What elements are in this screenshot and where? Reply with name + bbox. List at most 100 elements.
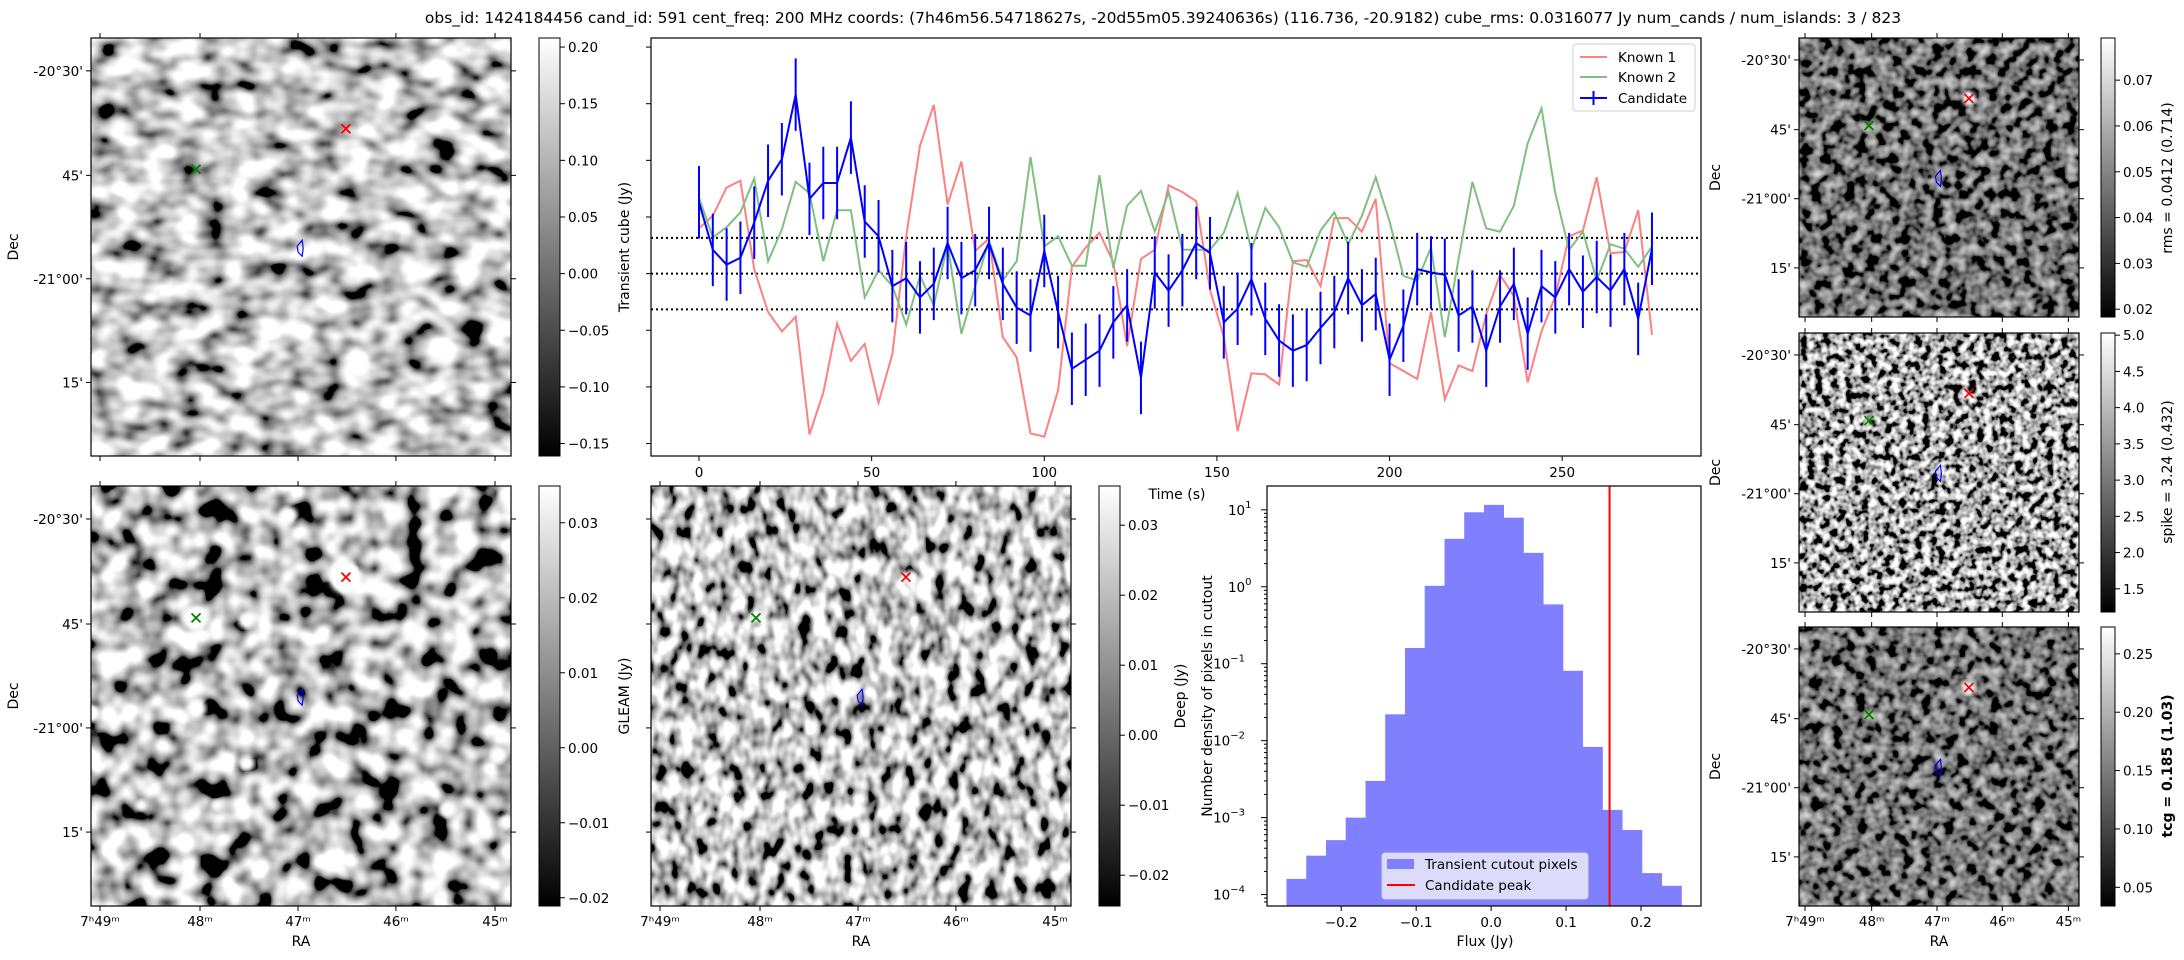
known2-marker-x-icon <box>1863 120 1875 131</box>
transient-image-noise <box>91 38 511 456</box>
legend-frame <box>1381 852 1589 900</box>
x-tick-label: 250 <box>1549 465 1575 481</box>
colorbar-tick-label: 0.03 <box>2123 256 2153 272</box>
marker-stroke <box>340 123 352 134</box>
histogram-bar <box>1424 585 1445 906</box>
marker-stroke <box>900 572 912 583</box>
bright-source <box>865 839 874 847</box>
x-tick-label: −0.1 <box>1400 915 1433 931</box>
known2-marker-x-icon <box>1863 709 1875 720</box>
tcg-colorbar-label: tcg = 0.185 (1.03) <box>2160 695 2176 838</box>
x-tick-label: 150 <box>1204 465 1230 481</box>
colorbar-tick-label: 0.01 <box>1128 658 1158 674</box>
y-tick-label: 100 <box>1228 577 1252 596</box>
colorbar-tick-label: 0.01 <box>568 666 598 682</box>
histogram-bar <box>1661 885 1682 906</box>
histogram-bar <box>1444 538 1465 906</box>
legend-hist-label: Transient cutout pixels <box>1424 857 1578 873</box>
spike-image-noise <box>1799 333 2079 612</box>
marker-stroke <box>1863 120 1875 131</box>
candidate-contour-icon <box>856 687 864 707</box>
histogram-frame <box>1266 485 1702 907</box>
ra-tick-label: 48ᵐ <box>187 914 213 930</box>
dec-tick-label: -21°00' <box>33 721 83 737</box>
dec-tick-label: 15' <box>1770 556 1791 572</box>
gleam-colorbar: 0.03 0.02 0.01 0.00 −0.01 −0.02 <box>538 485 609 907</box>
colorbar-tick-label: 0.05 <box>2123 880 2153 896</box>
bright-source <box>838 513 851 526</box>
dec-tick-label: 15' <box>62 825 83 841</box>
dec-tick-label: 45' <box>1770 418 1791 434</box>
y-tick-exponent: 1 <box>1245 500 1251 511</box>
transient-image-panel: -20°30' 45' -21°00' 15' Dec <box>6 33 516 461</box>
colorbar-tick-label: 0.10 <box>2123 822 2153 838</box>
histogram-legend: Transient cutout pixels Candidate peak <box>1381 852 1589 900</box>
transient-frame <box>90 37 512 457</box>
dec-axis-label: Dec <box>6 233 22 260</box>
colorbar-tick-label: 0.15 <box>2123 764 2153 780</box>
histogram-bar <box>1503 517 1524 906</box>
dec-tick-label: -21°00' <box>1741 781 1791 797</box>
x-tick-label: 50 <box>863 465 880 481</box>
spike-colorbar-gradient <box>2100 332 2116 613</box>
x-tick-label: 0 <box>695 465 704 481</box>
ra-tick-label: 47ᵐ <box>1924 914 1950 930</box>
colorbar-tick-label: 0.00 <box>568 267 598 283</box>
candidate-contour-icon <box>1934 168 1943 188</box>
x-tick-label: 0.2 <box>1630 915 1651 931</box>
colorbar-tick-label: 0.06 <box>2123 119 2153 135</box>
bright-source <box>186 698 206 719</box>
colorbar-tick-label: 0.05 <box>568 210 598 226</box>
histogram-bar <box>1286 878 1307 906</box>
ra-tick-label: 46ᵐ <box>943 914 969 930</box>
colorbar-tick-label: −0.01 <box>1128 798 1169 814</box>
ra-tick-label: 7ʰ49ᵐ <box>640 914 680 930</box>
histogram-bar <box>1622 830 1643 906</box>
x-tick-label: 0.1 <box>1555 915 1576 931</box>
known2-marker-x-icon <box>190 164 202 175</box>
transient-colorbar-gradient <box>538 37 561 457</box>
ra-axis-label: RA <box>1930 934 1949 950</box>
known1-marker-x-icon <box>340 572 352 583</box>
dec-tick-label: 15' <box>62 375 83 391</box>
y-tick-label: 10−4 <box>1213 885 1245 904</box>
colorbar-tick-label: 0.00 <box>1128 728 1158 744</box>
bright-source <box>749 609 763 624</box>
dec-tick-label: 45' <box>62 617 83 633</box>
dec-tick-label: -20°30' <box>1741 348 1791 364</box>
histogram-bar <box>1306 855 1327 906</box>
legend-known1-label: Known 1 <box>1618 50 1676 66</box>
tcg-image-noise <box>1799 627 2079 906</box>
colorbar-tick-label: 0.02 <box>1128 588 1158 604</box>
ra-tick-label: 45ᵐ <box>1042 914 1068 930</box>
bright-source <box>440 801 456 818</box>
lightcurve-frame <box>650 37 1702 457</box>
histogram-bar <box>1365 780 1386 906</box>
spike-image-panel: -20°30' 45' -21°00' 15' Dec <box>1708 328 2084 617</box>
dec-tick-label: -20°30' <box>1741 642 1791 658</box>
dec-tick-label: -20°30' <box>33 512 83 528</box>
colorbar-tick-label: 0.07 <box>2123 73 2153 89</box>
marker-stroke <box>750 612 762 624</box>
dec-tick-label: 45' <box>1770 712 1791 728</box>
colorbar-tick-label: 0.10 <box>568 153 598 169</box>
known2-marker-x-icon <box>750 612 762 624</box>
ra-tick-label: 47ᵐ <box>285 914 311 930</box>
histogram-bar <box>1523 552 1544 906</box>
colorbar-tick-label: 4.5 <box>2123 364 2144 380</box>
bright-source <box>966 851 975 860</box>
candidate-contour-icon <box>296 238 304 258</box>
lightcurve-legend: Known 1 Known 2 Candidate <box>1572 43 1696 112</box>
bright-source <box>498 814 511 830</box>
colorbar-tick-label: 0.04 <box>2123 211 2153 227</box>
deep-frame <box>650 485 1072 907</box>
known1-marker-x-icon <box>1963 388 1975 399</box>
x-tick-label: −0.2 <box>1325 915 1358 931</box>
colorbar-tick-label: 0.15 <box>568 97 598 113</box>
rms-image-noise <box>1799 38 2079 317</box>
colorbar-tick-label: 0.02 <box>2123 302 2153 318</box>
marker-stroke <box>1963 682 1975 693</box>
colorbar-tick-label: 5.0 <box>2123 328 2144 344</box>
known1-marker-x-icon <box>1963 93 1975 104</box>
bright-source <box>1060 486 1071 497</box>
